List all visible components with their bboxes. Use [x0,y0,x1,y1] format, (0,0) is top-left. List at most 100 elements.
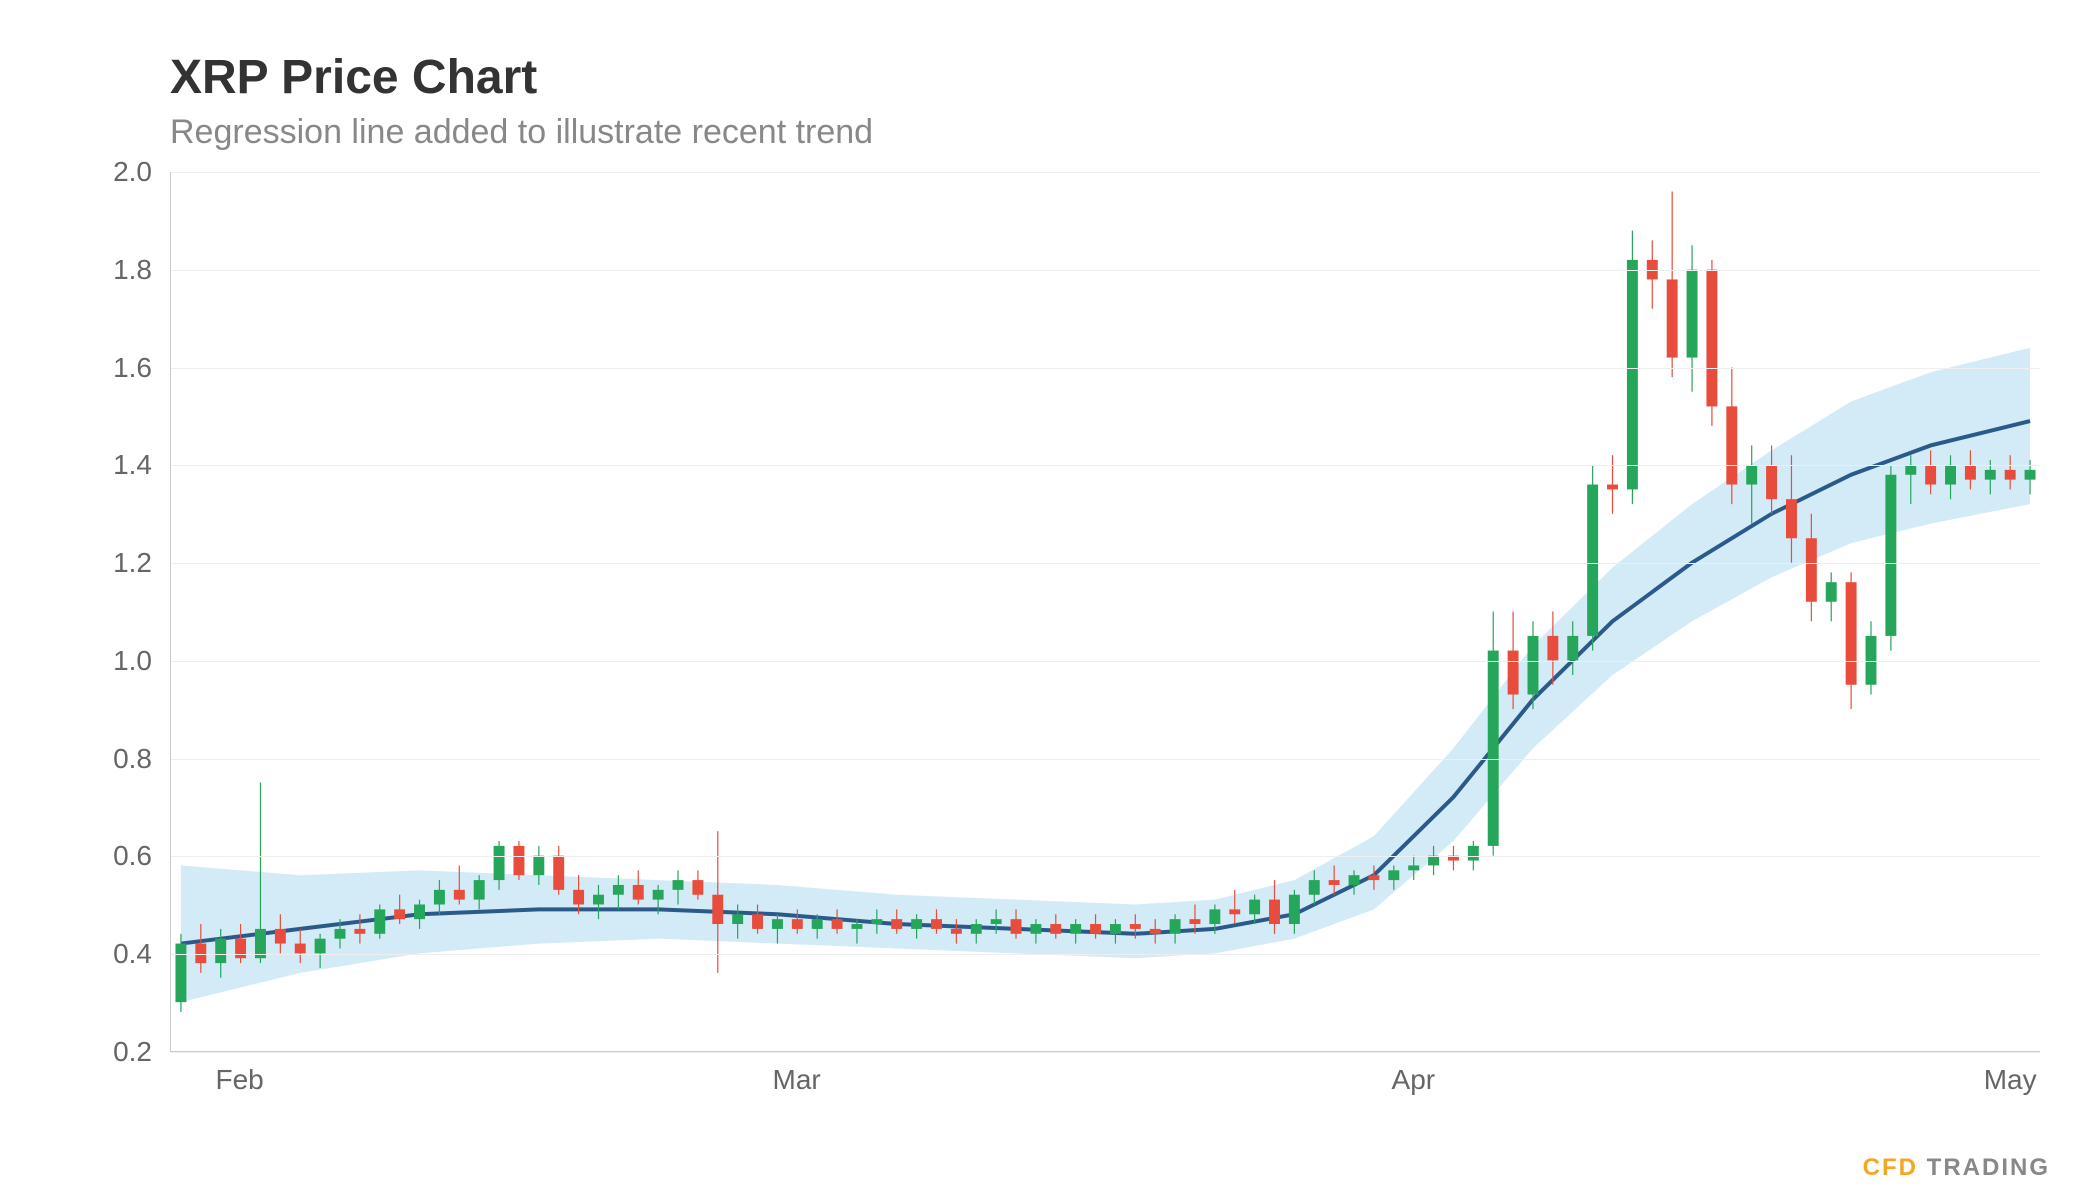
candle-body [1726,406,1737,484]
candle-body [951,929,962,934]
candle-body [1488,651,1499,846]
candle-body [1050,924,1061,934]
candle-body [394,909,405,919]
candle-body [1925,465,1936,485]
candle-body [812,919,823,929]
y-tick-label: 0.8 [113,743,152,775]
candle-body [295,944,306,954]
candle-body [911,919,922,929]
candle-body [1687,270,1698,358]
candle-body [931,919,942,929]
y-tick-label: 1.8 [113,254,152,286]
y-tick-label: 0.4 [113,938,152,970]
candle-body [851,924,862,929]
y-tick-label: 0.6 [113,840,152,872]
candle-body [1508,651,1519,695]
candle-body [1806,538,1817,601]
candle-body [832,919,843,929]
candle-body [653,890,664,900]
candle-body [1070,924,1081,934]
candle-body [772,919,783,929]
x-tick-label: Apr [1392,1064,1436,1096]
candle-body [1269,900,1280,924]
chart-svg [171,172,2040,1051]
candle-body [991,919,1002,924]
candle-body [1289,895,1300,924]
candle-body [235,939,246,959]
x-tick-label: Feb [216,1064,264,1096]
candle-body [593,895,604,905]
y-tick-label: 1.2 [113,547,152,579]
candle-body [553,856,564,890]
candle-body [871,919,882,924]
candle-body [175,944,186,1003]
chart-area: 0.20.40.60.81.01.21.41.61.82.0 FebMarApr… [60,172,2040,1112]
candle-body [613,885,624,895]
candle-body [533,856,544,876]
candle-body [573,890,584,905]
candle-body [891,919,902,929]
candle-body [1766,465,1777,499]
candle-body [1965,465,1976,480]
y-tick-label: 1.4 [113,449,152,481]
candle-body [1408,865,1419,870]
candle-body [2025,470,2036,480]
candle-body [1945,465,1956,485]
candle-body [1786,499,1797,538]
brand-watermark: CFD TRADING [1863,1154,2050,1182]
candle-body [692,880,703,895]
candle-body [374,909,385,933]
candle-body [1150,929,1161,934]
candle-body [1329,880,1340,885]
candle-body [752,914,763,929]
candle-body [1905,465,1916,475]
candle-body [1547,636,1558,660]
candle-body [1090,924,1101,934]
candle-body [1130,924,1141,929]
candle-body [633,885,644,900]
regression-band [181,348,2030,1002]
candle-body [454,890,465,900]
candle-body [315,939,326,954]
candle-body [494,846,505,880]
candle-body [434,890,445,905]
chart-title: XRP Price Chart [170,50,2040,105]
candle-body [1110,924,1121,934]
y-tick-label: 1.6 [113,352,152,384]
candle-body [1209,909,1220,924]
candle-body [1249,900,1260,915]
candle-body [1846,582,1857,685]
candle-body [335,929,346,939]
y-axis: 0.20.40.60.81.01.21.41.61.82.0 [60,172,170,1112]
candle-body [673,880,684,890]
y-tick-label: 1.0 [113,645,152,677]
x-tick-label: Mar [773,1064,821,1096]
candle-body [414,905,425,920]
candle-body [1190,919,1201,924]
y-tick-label: 2.0 [113,156,152,188]
candle-body [1349,875,1360,885]
candle-body [1587,485,1598,636]
candle-body [792,919,803,929]
x-axis: FebMarAprMay [170,1052,2040,1112]
chart-subtitle: Regression line added to illustrate rece… [170,113,2040,152]
candle-body [1030,924,1041,934]
candle-body [1607,485,1618,490]
plot-area [170,172,2040,1052]
candle-body [712,895,723,924]
candle-body [1885,475,1896,636]
candle-body [474,880,485,900]
candle-body [1528,636,1539,695]
candle-body [732,914,743,924]
candle-body [1170,919,1181,934]
candle-body [1229,909,1240,914]
candle-body [1368,875,1379,880]
candle-body [215,939,226,963]
candle-body [1468,846,1479,861]
candle-body [971,924,982,934]
candle-body [513,846,524,875]
candle-body [275,929,286,944]
candle-body [1746,465,1757,485]
candle-body [1567,636,1578,660]
y-tick-label: 0.2 [113,1036,152,1068]
